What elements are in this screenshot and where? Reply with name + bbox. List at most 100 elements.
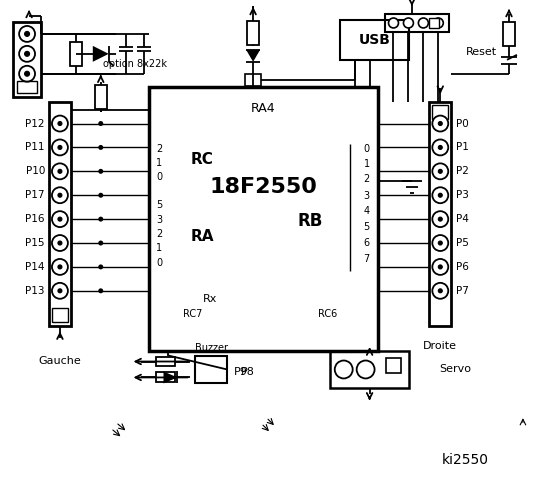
Text: P10: P10 (25, 167, 45, 176)
Bar (503, 23, 515, 47)
Circle shape (432, 259, 448, 275)
Text: 18F2550: 18F2550 (209, 177, 317, 197)
Text: 0: 0 (156, 258, 163, 268)
Text: P7: P7 (456, 286, 469, 296)
Text: P2: P2 (456, 167, 469, 176)
Text: Servo: Servo (439, 364, 471, 374)
Text: 5: 5 (364, 222, 370, 232)
Text: 5: 5 (156, 200, 163, 210)
Circle shape (24, 71, 29, 76)
Circle shape (58, 193, 62, 197)
Text: option 8x22k: option 8x22k (103, 59, 167, 69)
Text: P11: P11 (25, 143, 45, 153)
Text: RC6: RC6 (319, 309, 338, 319)
Bar (49, 102, 71, 325)
Circle shape (439, 241, 442, 245)
Text: P15: P15 (25, 238, 45, 248)
Circle shape (19, 46, 35, 62)
Bar (70, 42, 82, 66)
Circle shape (98, 264, 103, 269)
Text: P14: P14 (25, 262, 45, 272)
Circle shape (439, 145, 442, 149)
Circle shape (98, 169, 103, 174)
Bar (429, 102, 451, 325)
Text: P5: P5 (456, 238, 469, 248)
Circle shape (432, 235, 448, 251)
Text: RA: RA (190, 228, 214, 243)
Text: 2: 2 (364, 174, 370, 184)
Text: Reset: Reset (466, 47, 497, 57)
Circle shape (58, 241, 62, 245)
Circle shape (52, 283, 68, 299)
Circle shape (98, 216, 103, 222)
Text: P6: P6 (456, 262, 469, 272)
Circle shape (419, 18, 429, 28)
Circle shape (58, 265, 62, 269)
Circle shape (439, 217, 442, 221)
Circle shape (52, 235, 68, 251)
Circle shape (98, 288, 103, 293)
Circle shape (432, 163, 448, 180)
Bar (95, 84, 107, 108)
Circle shape (58, 121, 62, 126)
Text: P17: P17 (25, 190, 45, 200)
Text: RC7: RC7 (184, 309, 203, 319)
Circle shape (52, 211, 68, 227)
Text: 3: 3 (156, 215, 163, 225)
Text: P0: P0 (456, 119, 469, 129)
Text: P13: P13 (25, 286, 45, 296)
Bar (385, 358, 401, 373)
Bar (340, 20, 409, 60)
Text: Rx: Rx (204, 294, 218, 304)
Text: 0: 0 (364, 144, 370, 155)
Bar (155, 357, 175, 367)
Polygon shape (93, 46, 109, 62)
Bar (247, 21, 259, 45)
Bar (155, 372, 175, 383)
Circle shape (58, 217, 62, 221)
Circle shape (58, 145, 62, 149)
Circle shape (58, 169, 62, 173)
Circle shape (52, 259, 68, 275)
Text: P16: P16 (25, 214, 45, 224)
Bar (195, 356, 227, 384)
Bar (13, 22, 41, 96)
Circle shape (357, 360, 374, 378)
Circle shape (98, 145, 103, 150)
Text: 6: 6 (364, 238, 370, 248)
Circle shape (439, 265, 442, 269)
Text: P8: P8 (241, 368, 255, 377)
Text: 7: 7 (364, 254, 370, 264)
Text: P12: P12 (25, 119, 45, 129)
Circle shape (439, 169, 442, 173)
Circle shape (389, 18, 399, 28)
Text: 0: 0 (156, 172, 163, 182)
Text: Droite: Droite (423, 341, 457, 350)
Text: ki2550: ki2550 (442, 453, 489, 467)
Text: RC: RC (190, 152, 213, 167)
Text: 3: 3 (364, 191, 370, 201)
Circle shape (52, 116, 68, 132)
Bar (245, 74, 261, 86)
Circle shape (52, 187, 68, 203)
Circle shape (335, 360, 353, 378)
Circle shape (58, 289, 62, 293)
Bar (149, 87, 378, 350)
Bar (17, 81, 37, 93)
Circle shape (434, 18, 444, 28)
Circle shape (98, 121, 103, 126)
Text: 1: 1 (156, 243, 163, 253)
Circle shape (404, 18, 414, 28)
Circle shape (439, 193, 442, 197)
Text: RA4: RA4 (251, 102, 275, 115)
Bar (384, 14, 449, 32)
Circle shape (432, 283, 448, 299)
Polygon shape (164, 372, 178, 384)
Text: P9: P9 (234, 368, 248, 377)
Text: Buzzer: Buzzer (195, 343, 228, 353)
Text: 4: 4 (364, 206, 370, 216)
Text: USB: USB (359, 33, 390, 47)
Circle shape (19, 66, 35, 82)
Text: 2: 2 (156, 229, 163, 239)
Circle shape (439, 289, 442, 293)
